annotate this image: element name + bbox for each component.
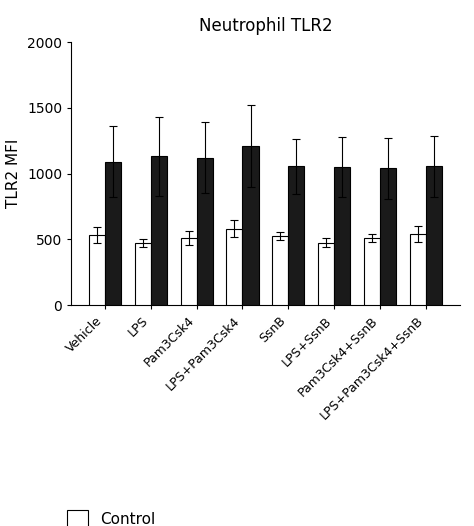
Bar	[243, 146, 258, 305]
Bar	[227, 229, 243, 305]
Bar	[380, 168, 396, 305]
Bar	[273, 236, 288, 305]
Bar	[89, 236, 105, 305]
Bar	[318, 242, 334, 305]
Legend: Control, DS: Control, DS	[59, 502, 164, 526]
Bar	[288, 166, 304, 305]
Y-axis label: TLR2 MFI: TLR2 MFI	[6, 139, 21, 208]
Bar	[410, 234, 426, 305]
Bar	[181, 238, 197, 305]
Title: Neutrophil TLR2: Neutrophil TLR2	[199, 17, 332, 35]
Bar	[135, 243, 151, 305]
Bar	[364, 238, 380, 305]
Bar	[334, 167, 350, 305]
Bar	[426, 166, 442, 305]
Bar	[105, 162, 121, 305]
Bar	[151, 157, 167, 305]
Bar	[197, 158, 213, 305]
